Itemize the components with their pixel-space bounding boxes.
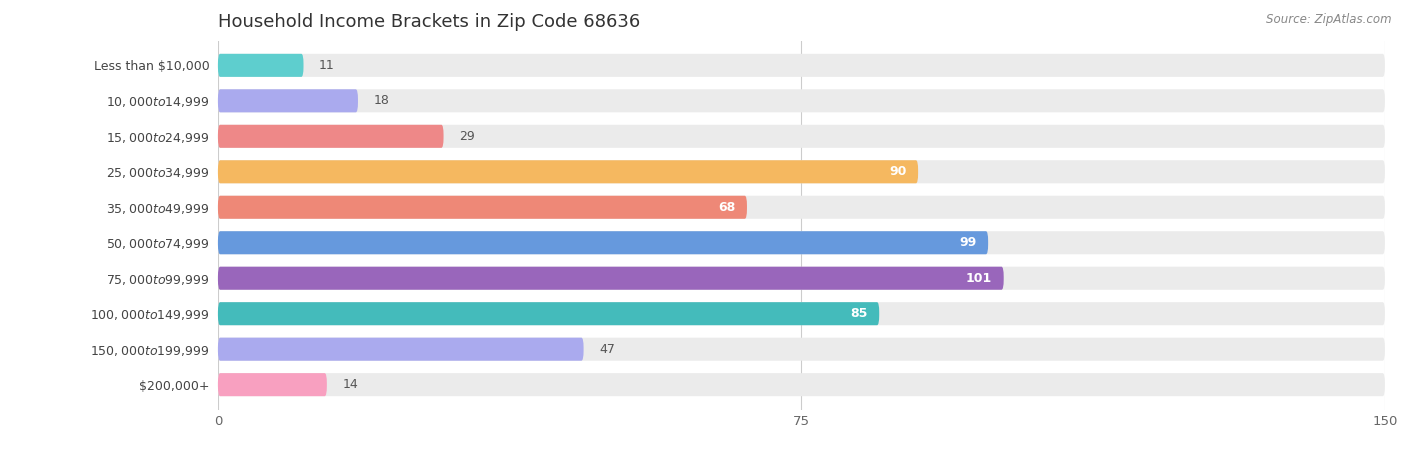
Text: 11: 11 bbox=[319, 59, 335, 72]
Text: 14: 14 bbox=[343, 378, 359, 391]
FancyBboxPatch shape bbox=[218, 160, 918, 183]
Text: 101: 101 bbox=[966, 272, 993, 285]
FancyBboxPatch shape bbox=[218, 160, 1385, 183]
FancyBboxPatch shape bbox=[218, 89, 359, 112]
FancyBboxPatch shape bbox=[218, 54, 1385, 77]
Text: 18: 18 bbox=[374, 94, 389, 107]
FancyBboxPatch shape bbox=[218, 302, 879, 325]
FancyBboxPatch shape bbox=[218, 196, 747, 219]
Text: 99: 99 bbox=[959, 236, 977, 249]
FancyBboxPatch shape bbox=[218, 338, 1385, 361]
FancyBboxPatch shape bbox=[218, 267, 1385, 290]
FancyBboxPatch shape bbox=[218, 302, 1385, 325]
FancyBboxPatch shape bbox=[218, 231, 988, 254]
Text: 29: 29 bbox=[460, 130, 475, 143]
FancyBboxPatch shape bbox=[218, 89, 1385, 112]
Text: Household Income Brackets in Zip Code 68636: Household Income Brackets in Zip Code 68… bbox=[218, 13, 640, 31]
FancyBboxPatch shape bbox=[218, 54, 304, 77]
FancyBboxPatch shape bbox=[218, 373, 1385, 396]
FancyBboxPatch shape bbox=[218, 338, 583, 361]
Text: 68: 68 bbox=[718, 201, 735, 214]
FancyBboxPatch shape bbox=[218, 231, 1385, 254]
FancyBboxPatch shape bbox=[218, 125, 443, 148]
FancyBboxPatch shape bbox=[218, 196, 1385, 219]
Text: 85: 85 bbox=[851, 307, 868, 320]
Text: Source: ZipAtlas.com: Source: ZipAtlas.com bbox=[1267, 14, 1392, 27]
Text: 47: 47 bbox=[599, 343, 614, 356]
Text: 90: 90 bbox=[889, 165, 907, 178]
FancyBboxPatch shape bbox=[218, 373, 326, 396]
FancyBboxPatch shape bbox=[218, 267, 1004, 290]
FancyBboxPatch shape bbox=[218, 125, 1385, 148]
